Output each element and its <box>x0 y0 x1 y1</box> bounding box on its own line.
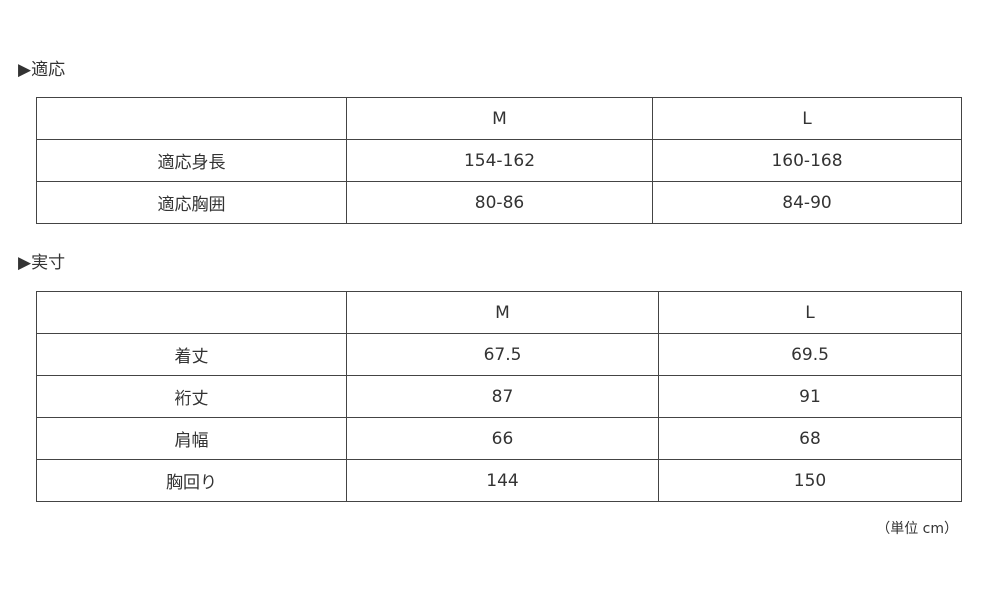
cell-l: 160-168 <box>652 139 962 182</box>
cell-m: 80-86 <box>346 181 653 224</box>
table-row: 適応胸囲 80-86 84-90 <box>36 181 962 224</box>
header-cell <box>36 97 347 140</box>
table-row: 胸回り 144 150 <box>36 459 962 502</box>
section-heading-fit: ▶適応 <box>18 60 66 80</box>
section-heading-actual: ▶実寸 <box>18 253 66 273</box>
row-label: 裄丈 <box>36 375 347 418</box>
header-cell-m: M <box>346 291 659 334</box>
cell-l: 69.5 <box>658 333 962 376</box>
row-label: 肩幅 <box>36 417 347 460</box>
table-row: 着丈 67.5 69.5 <box>36 333 962 376</box>
actual-size-table: M L 着丈 67.5 69.5 裄丈 87 91 肩幅 66 68 胸回り 1… <box>36 291 962 502</box>
header-cell-m: M <box>346 97 653 140</box>
cell-l: 150 <box>658 459 962 502</box>
cell-l: 68 <box>658 417 962 460</box>
table-header-row: M L <box>36 97 962 140</box>
table-row: 適応身長 154-162 160-168 <box>36 139 962 182</box>
row-label: 適応胸囲 <box>36 181 347 224</box>
row-label: 胸回り <box>36 459 347 502</box>
row-label: 着丈 <box>36 333 347 376</box>
fit-size-table: M L 適応身長 154-162 160-168 適応胸囲 80-86 84-9… <box>36 97 962 224</box>
table-header-row: M L <box>36 291 962 334</box>
cell-m: 87 <box>346 375 659 418</box>
header-cell-l: L <box>652 97 962 140</box>
cell-l: 91 <box>658 375 962 418</box>
cell-m: 67.5 <box>346 333 659 376</box>
cell-m: 144 <box>346 459 659 502</box>
header-cell-l: L <box>658 291 962 334</box>
unit-note: （単位 cm） <box>876 521 958 537</box>
cell-m: 154-162 <box>346 139 653 182</box>
cell-m: 66 <box>346 417 659 460</box>
table-row: 裄丈 87 91 <box>36 375 962 418</box>
cell-l: 84-90 <box>652 181 962 224</box>
header-cell <box>36 291 347 334</box>
table-row: 肩幅 66 68 <box>36 417 962 460</box>
row-label: 適応身長 <box>36 139 347 182</box>
